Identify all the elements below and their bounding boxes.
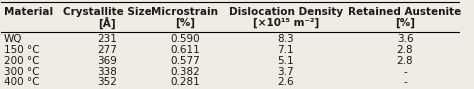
- Text: 3.6: 3.6: [397, 34, 413, 44]
- Text: 7.1: 7.1: [277, 45, 294, 55]
- Text: 2.6: 2.6: [277, 77, 294, 87]
- Text: [%]: [%]: [395, 18, 415, 28]
- Text: 338: 338: [97, 67, 117, 77]
- Text: 2.8: 2.8: [397, 56, 413, 66]
- Text: 150 °C: 150 °C: [4, 45, 39, 55]
- Text: 0.611: 0.611: [170, 45, 200, 55]
- Text: Retained Austenite: Retained Austenite: [348, 6, 462, 17]
- Text: [Å]: [Å]: [98, 17, 116, 29]
- Text: 369: 369: [97, 56, 117, 66]
- Text: [×10¹⁵ m⁻²]: [×10¹⁵ m⁻²]: [253, 18, 319, 28]
- Text: 231: 231: [97, 34, 117, 44]
- Text: Dislocation Density: Dislocation Density: [229, 6, 343, 17]
- Text: 3.7: 3.7: [277, 67, 294, 77]
- Text: 2.8: 2.8: [397, 45, 413, 55]
- Text: -: -: [403, 67, 407, 77]
- Text: 0.590: 0.590: [170, 34, 200, 44]
- Text: 8.3: 8.3: [277, 34, 294, 44]
- Text: Material: Material: [4, 6, 53, 17]
- Text: 5.1: 5.1: [277, 56, 294, 66]
- Text: 277: 277: [97, 45, 117, 55]
- Text: WQ: WQ: [4, 34, 22, 44]
- Text: 0.577: 0.577: [170, 56, 200, 66]
- Text: 0.382: 0.382: [170, 67, 200, 77]
- Text: 200 °C: 200 °C: [4, 56, 39, 66]
- Text: 300 °C: 300 °C: [4, 67, 39, 77]
- Text: 400 °C: 400 °C: [4, 77, 39, 87]
- Text: Crystallite Size: Crystallite Size: [63, 6, 151, 17]
- Text: [%]: [%]: [175, 18, 195, 28]
- Text: -: -: [403, 77, 407, 87]
- Text: 352: 352: [97, 77, 117, 87]
- Text: Microstrain: Microstrain: [151, 6, 219, 17]
- Text: 0.281: 0.281: [170, 77, 200, 87]
